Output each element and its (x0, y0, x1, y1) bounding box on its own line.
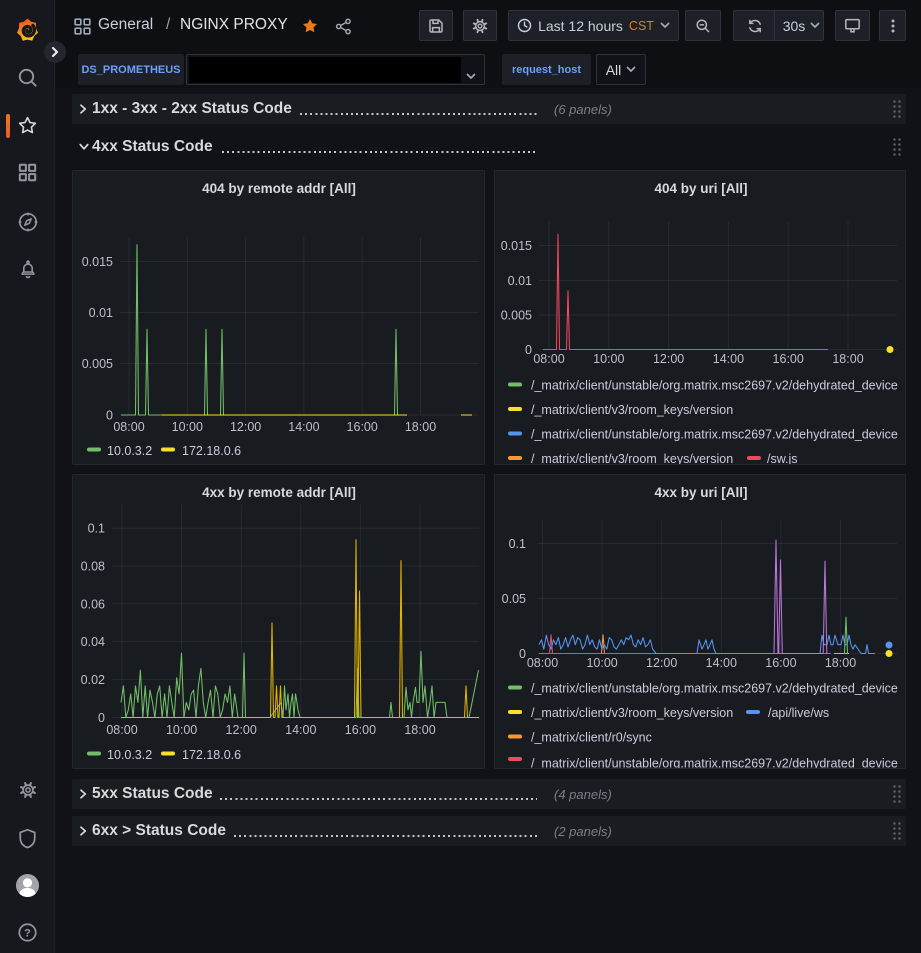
svg-text:172.18.0.6: 172.18.0.6 (182, 444, 241, 458)
svg-text:10:00: 10:00 (593, 352, 624, 366)
svg-text:0.04: 0.04 (81, 635, 105, 649)
svg-text:16:00: 16:00 (345, 723, 376, 737)
svg-text:08:00: 08:00 (527, 656, 558, 670)
svg-text:0: 0 (98, 711, 105, 725)
svg-text:10.0.3.2: 10.0.3.2 (107, 444, 152, 458)
svg-text:10.0.3.2: 10.0.3.2 (107, 748, 152, 762)
svg-text:18:00: 18:00 (825, 656, 856, 670)
svg-text:0.01: 0.01 (508, 274, 532, 288)
svg-text:/_matrix/client/v3/room_keys/v: /_matrix/client/v3/room_keys/version (531, 403, 733, 417)
svg-text:0.08: 0.08 (81, 560, 105, 574)
svg-text:/_matrix/client/unstable/org.m: /_matrix/client/unstable/org.matrix.msc2… (531, 428, 898, 442)
svg-text:14:00: 14:00 (285, 723, 316, 737)
svg-text:16:00: 16:00 (773, 352, 804, 366)
svg-text:14:00: 14:00 (288, 420, 319, 434)
svg-text:/_matrix/client/unstable/org.m: /_matrix/client/unstable/org.matrix.msc2… (531, 379, 898, 393)
svg-text:16:00: 16:00 (765, 656, 796, 670)
svg-text:0.1: 0.1 (88, 522, 105, 536)
svg-text:08:00: 08:00 (113, 420, 144, 434)
svg-text:10:00: 10:00 (166, 723, 197, 737)
svg-text:18:00: 18:00 (404, 723, 435, 737)
svg-text:14:00: 14:00 (706, 656, 737, 670)
svg-text:0.015: 0.015 (82, 255, 113, 269)
svg-text:/sw.js: /sw.js (767, 452, 798, 465)
svg-text:10:00: 10:00 (586, 656, 617, 670)
svg-text:/_matrix/client/unstable/org.m: /_matrix/client/unstable/org.matrix.msc2… (531, 757, 898, 770)
svg-text:18:00: 18:00 (405, 420, 436, 434)
svg-text:4xx by remote addr [All]: 4xx by remote addr [All] (202, 485, 356, 500)
svg-text:/api/live/ws: /api/live/ws (768, 706, 829, 720)
svg-text:4xx by uri [All]: 4xx by uri [All] (654, 485, 747, 500)
svg-text:16:00: 16:00 (347, 420, 378, 434)
svg-text:0.005: 0.005 (82, 357, 113, 371)
svg-text:0.02: 0.02 (81, 673, 105, 687)
svg-text:10:00: 10:00 (172, 420, 203, 434)
svg-text:/_matrix/client/unstable/org.m: /_matrix/client/unstable/org.matrix.msc2… (531, 682, 898, 696)
svg-text:404 by remote addr [All]: 404 by remote addr [All] (202, 181, 356, 196)
svg-text:08:00: 08:00 (106, 723, 137, 737)
svg-text:0: 0 (106, 409, 113, 423)
svg-text:0.015: 0.015 (501, 239, 532, 253)
svg-text:0.005: 0.005 (501, 309, 532, 323)
svg-text:12:00: 12:00 (230, 420, 261, 434)
svg-text:0.01: 0.01 (89, 306, 113, 320)
svg-text:?: ? (24, 928, 31, 940)
svg-text:0.1: 0.1 (509, 537, 526, 551)
svg-text:/_matrix/client/v3/room_keys/v: /_matrix/client/v3/room_keys/version (531, 706, 733, 720)
svg-text:12:00: 12:00 (646, 656, 677, 670)
svg-text:08:00: 08:00 (533, 352, 564, 366)
svg-text:0.06: 0.06 (81, 597, 105, 611)
svg-text:404 by uri [All]: 404 by uri [All] (654, 181, 747, 196)
svg-text:12:00: 12:00 (226, 723, 257, 737)
svg-text:/_matrix/client/r0/sync: /_matrix/client/r0/sync (531, 731, 652, 745)
svg-text:/_matrix/client/v3/room_keys/v: /_matrix/client/v3/room_keys/version (531, 452, 733, 465)
svg-text:18:00: 18:00 (832, 352, 863, 366)
svg-text:0: 0 (519, 647, 526, 661)
svg-text:12:00: 12:00 (653, 352, 684, 366)
svg-text:0: 0 (525, 343, 532, 357)
svg-text:172.18.0.6: 172.18.0.6 (182, 748, 241, 762)
svg-text:14:00: 14:00 (713, 352, 744, 366)
svg-text:0.05: 0.05 (502, 592, 526, 606)
